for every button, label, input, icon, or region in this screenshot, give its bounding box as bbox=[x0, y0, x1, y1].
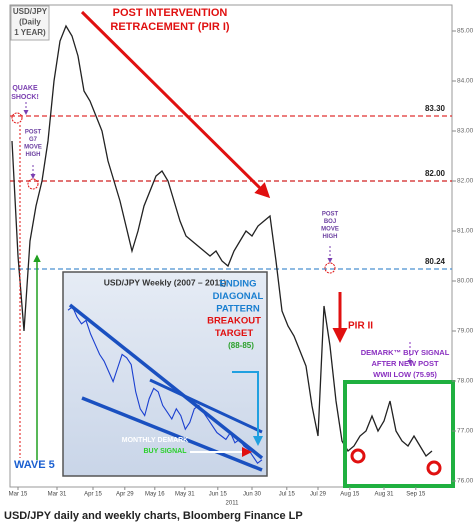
annotation: POST bbox=[322, 212, 339, 218]
caption-area bbox=[0, 488, 474, 525]
chart-title: (Daily bbox=[19, 18, 41, 27]
annotation: (88-85) bbox=[228, 341, 254, 350]
annotation: WWII LOW (75.95) bbox=[373, 370, 437, 379]
x-tick-label: Mar 31 bbox=[48, 492, 67, 498]
annotation: POST bbox=[25, 130, 42, 136]
y-tick-label: 82.00 bbox=[457, 178, 474, 185]
arrow bbox=[80, 10, 271, 199]
chart-title: USD/JPY Weekly (2007 – 2011) bbox=[104, 277, 227, 287]
x-tick-label: May 31 bbox=[175, 492, 195, 498]
marker-circle bbox=[426, 460, 442, 476]
annotation: AFTER NEW POST bbox=[371, 359, 439, 368]
inset-frame bbox=[62, 271, 268, 477]
y-tick-label: 77.00 bbox=[457, 428, 474, 435]
marker-circle bbox=[324, 262, 336, 274]
x-tick-label: Apr 29 bbox=[116, 492, 134, 498]
annotation: MONTHLY DEMARK bbox=[122, 437, 189, 444]
y-tick-label: 85.00 bbox=[457, 28, 474, 35]
annotation: PATTERN bbox=[216, 304, 260, 315]
x-tick-label: May 16 bbox=[145, 492, 165, 498]
y-tick-label: 79.00 bbox=[457, 328, 474, 335]
annotation: ENDING bbox=[220, 279, 257, 290]
reference-label: 80.24 bbox=[425, 257, 446, 266]
annotation: G7 bbox=[29, 137, 38, 143]
x-tick-label: Aug 31 bbox=[374, 492, 394, 498]
y-tick-label: 80.00 bbox=[457, 278, 474, 285]
annotation: WAVE 5 bbox=[14, 459, 55, 471]
marker-circle bbox=[350, 448, 366, 464]
annotation: DEMARK™ BUY SIGNAL bbox=[361, 348, 450, 357]
chart-layer: 83.30 82.00 80.24 bbox=[10, 24, 452, 457]
highlight-box bbox=[343, 380, 455, 488]
annotation: MOVE bbox=[24, 145, 42, 151]
annotation: SHOCK! bbox=[11, 94, 39, 101]
reference-label: 83.30 bbox=[425, 104, 446, 113]
annotation: MOVE bbox=[321, 227, 339, 233]
annotation: BUY SIGNAL bbox=[143, 448, 187, 455]
x-tick-label: Mar 15 bbox=[9, 492, 28, 498]
x-tick-label: Apr 15 bbox=[84, 492, 102, 498]
title-box bbox=[10, 5, 50, 41]
annotation: DIAGONAL bbox=[213, 291, 264, 302]
annotation: HIGH bbox=[26, 152, 41, 158]
x-tick-label: Sep 15 bbox=[406, 492, 426, 498]
annotation: PIR II bbox=[348, 321, 373, 332]
trend-line bbox=[81, 396, 263, 472]
annotation: HIGH bbox=[323, 234, 338, 240]
y-tick-label: 78.00 bbox=[457, 378, 474, 385]
x-axis-year: 2011 bbox=[226, 501, 240, 507]
marker-circle bbox=[27, 178, 39, 190]
annotation: BREAKOUT bbox=[207, 316, 261, 327]
x-tick-label: Jun 15 bbox=[209, 492, 228, 498]
caption: USD/JPY daily and weekly charts, Bloombe… bbox=[4, 510, 303, 522]
y-tick-label: 84.00 bbox=[457, 78, 474, 85]
x-tick-label: Jul 29 bbox=[310, 492, 327, 498]
x-tick-label: Jun 30 bbox=[243, 492, 262, 498]
x-tick-label: Aug 15 bbox=[340, 492, 360, 498]
trend-line bbox=[68, 303, 264, 460]
y-tick-label: 83.00 bbox=[457, 128, 474, 135]
trend-line bbox=[149, 378, 263, 434]
annotation: TARGET bbox=[215, 328, 254, 339]
y-tick-label: 76.00 bbox=[457, 478, 474, 485]
chart-title: USD/JPY bbox=[13, 7, 48, 16]
reference-label: 82.00 bbox=[425, 169, 446, 178]
annotation: BOJ bbox=[324, 219, 336, 225]
chart-title: 1 YEAR) bbox=[14, 28, 46, 37]
arrow bbox=[232, 371, 263, 446]
price-line bbox=[11, 24, 433, 457]
x-tick-label: Jul 15 bbox=[279, 492, 296, 498]
annotation: POST INTERVENTION bbox=[113, 7, 228, 19]
annotation: QUAKE bbox=[12, 85, 38, 92]
y-tick-label: 81.00 bbox=[457, 228, 474, 235]
marker-circle bbox=[11, 112, 23, 124]
annotation: RETRACEMENT (PIR I) bbox=[110, 21, 230, 33]
